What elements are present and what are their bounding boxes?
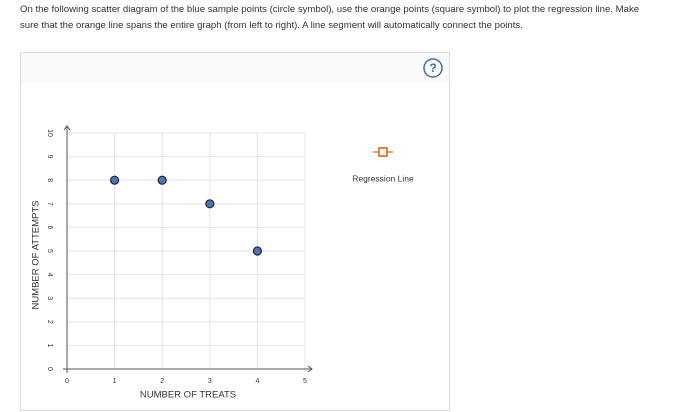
y-tick-label: 7	[46, 202, 53, 206]
x-tick-label: 0	[65, 378, 69, 385]
chart-panel	[20, 52, 450, 411]
y-tick-label: 10	[46, 129, 53, 137]
y-tick-label: 6	[46, 225, 53, 229]
y-axis-label: NUMBER OF ATTEMPTS	[31, 200, 42, 309]
instruction-line: On the following scatter diagram of the …	[20, 4, 640, 15]
y-tick-label: 9	[46, 155, 53, 159]
legend-label: Regression Line	[352, 173, 414, 183]
x-axis-label: NUMBER OF TREATS	[140, 390, 236, 401]
y-axis	[63, 125, 71, 373]
legend-symbol	[378, 147, 388, 157]
help-icon[interactable]: ?	[429, 61, 436, 75]
y-tick-label: 2	[46, 320, 53, 324]
y-tick-label: 8	[46, 178, 53, 182]
x-tick-label: 5	[303, 378, 307, 385]
x-tick-label: 3	[208, 378, 212, 385]
x-tick-label: 1	[113, 378, 117, 385]
data-point	[157, 175, 167, 185]
x-tick-label: 2	[160, 378, 164, 385]
panel-header	[21, 53, 449, 83]
y-tick-label: 5	[46, 249, 53, 253]
y-tick-label: 4	[46, 273, 53, 277]
data-point	[205, 199, 215, 209]
data-point	[109, 175, 120, 185]
data-point	[252, 246, 262, 256]
y-tick-label: 0	[46, 367, 53, 371]
help-button[interactable]	[423, 58, 443, 78]
x-tick-label: 4	[255, 378, 259, 385]
x-axis	[63, 365, 313, 373]
instruction-line: sure that the orange line spans the enti…	[20, 20, 523, 31]
y-tick-label: 1	[46, 343, 53, 347]
y-tick-label: 3	[46, 296, 53, 300]
